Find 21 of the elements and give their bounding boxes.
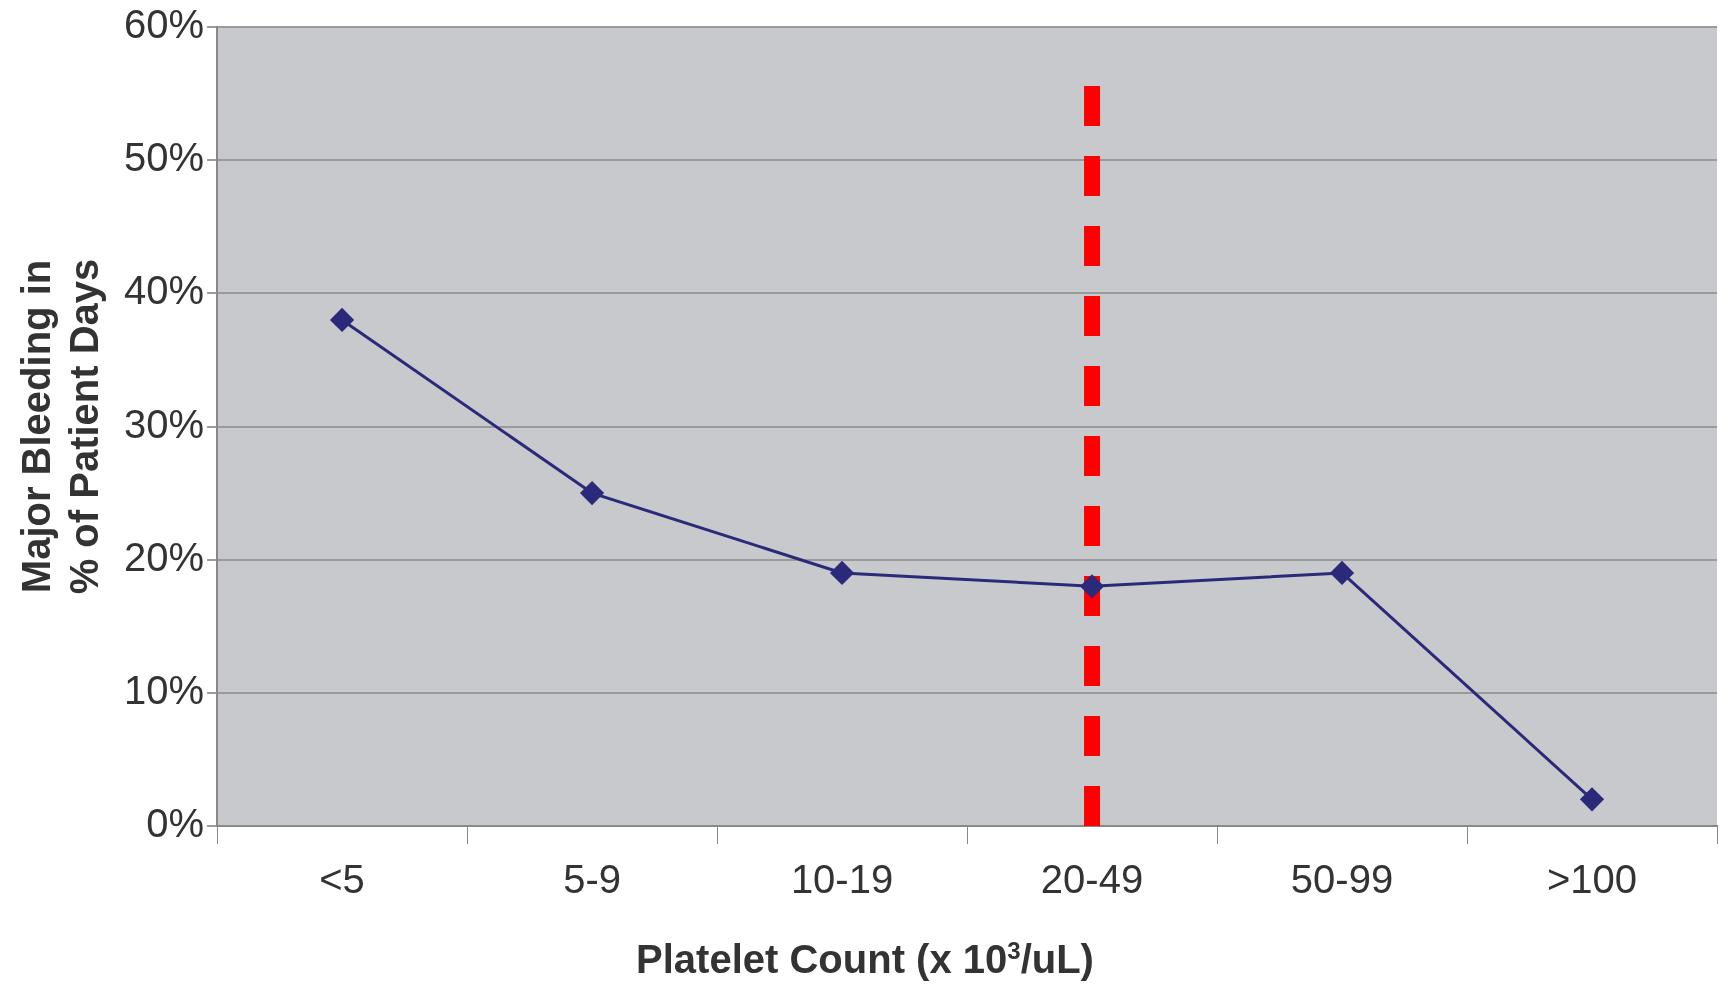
y-tick-label: 10% bbox=[124, 667, 205, 712]
y-tick-label: 0% bbox=[146, 801, 205, 846]
x-tick-label: 10-19 bbox=[790, 857, 894, 902]
y-tick-label: 40% bbox=[124, 268, 205, 313]
point bbox=[830, 561, 854, 585]
x-tick-label: 5-9 bbox=[563, 857, 621, 902]
point bbox=[330, 308, 354, 332]
x-tick-label: 20-49 bbox=[1040, 857, 1144, 902]
y-tick-label: 50% bbox=[124, 135, 205, 180]
y-axis-title: Major Bleeding in % of Patient Days bbox=[14, 258, 107, 595]
y-tick-label: 20% bbox=[124, 534, 205, 579]
x-tick-label: <5 bbox=[319, 857, 365, 902]
point bbox=[1080, 574, 1104, 598]
x-tick-label: 50-99 bbox=[1290, 857, 1394, 902]
x-axis-title: Platelet Count (x 10$^{3}$/uL) bbox=[635, 936, 1095, 982]
y-tick-label: 30% bbox=[124, 401, 205, 446]
point bbox=[580, 481, 604, 505]
x-tick-label: >100 bbox=[1546, 857, 1638, 902]
point bbox=[1330, 561, 1354, 585]
y-tick-label: 60% bbox=[124, 2, 205, 47]
point bbox=[1580, 787, 1604, 811]
